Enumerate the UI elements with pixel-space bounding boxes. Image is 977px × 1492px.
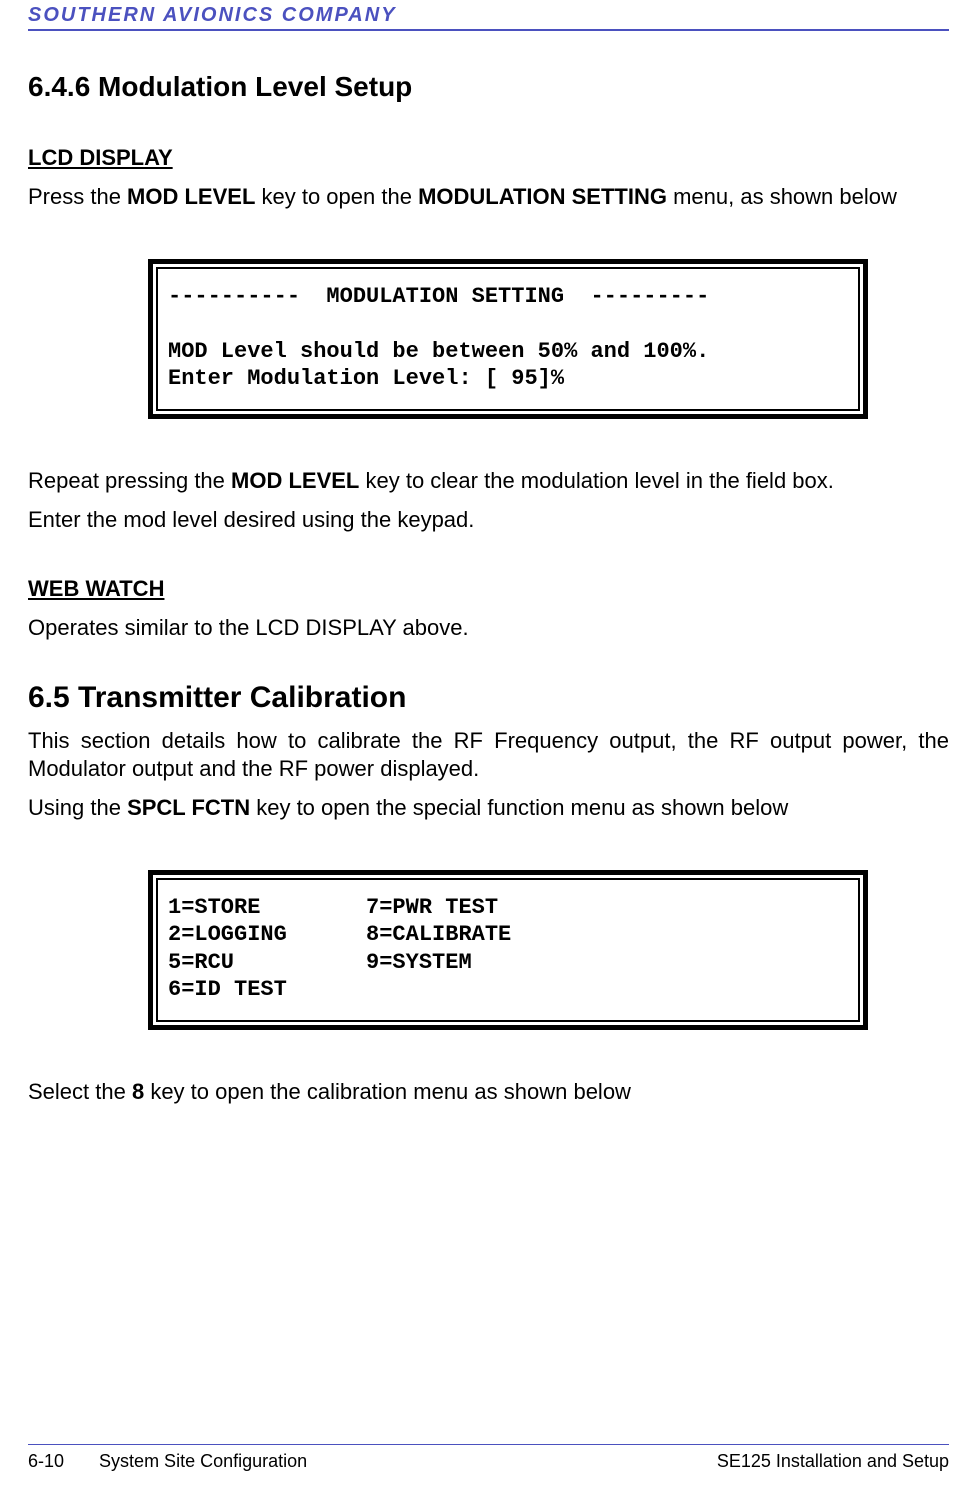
- lcd-display-heading: LCD DISPLAY: [28, 145, 949, 171]
- repeat-key: MOD LEVEL: [231, 468, 359, 493]
- intro-post: menu, as shown below: [667, 184, 897, 209]
- section-65-para1: This section details how to calibrate th…: [28, 727, 949, 782]
- intro-menu: MODULATION SETTING: [418, 184, 667, 209]
- web-watch-heading: WEB WATCH: [28, 576, 949, 602]
- using-pre: Using the: [28, 795, 127, 820]
- using-paragraph: Using the SPCL FCTN key to open the spec…: [28, 794, 949, 822]
- section-65-title: 6.5 Transmitter Calibration: [28, 681, 949, 715]
- footer: 6-10 System Site Configuration SE125 Ins…: [28, 1442, 949, 1472]
- spcl-menu-box: 1=STORE 7=PWR TEST 2=LOGGING 8=CALIBRATE…: [148, 870, 868, 1030]
- intro-paragraph: Press the MOD LEVEL key to open the MODU…: [28, 183, 949, 211]
- select-post: key to open the calibration menu as show…: [144, 1079, 631, 1104]
- using-post: key to open the special function menu as…: [250, 795, 788, 820]
- select-key: 8: [132, 1079, 144, 1104]
- footer-page-number: 6-10: [28, 1451, 64, 1471]
- header-company: SOUTHERN AVIONICS COMPANY: [28, 0, 949, 27]
- intro-key: MOD LEVEL: [127, 184, 255, 209]
- footer-row: 6-10 System Site Configuration SE125 Ins…: [28, 1451, 949, 1472]
- spcl-menu-wrap: 1=STORE 7=PWR TEST 2=LOGGING 8=CALIBRATE…: [148, 870, 868, 1030]
- footer-right: SE125 Installation and Setup: [717, 1451, 949, 1472]
- using-key: SPCL FCTN: [127, 795, 250, 820]
- spcl-menu-content: 1=STORE 7=PWR TEST 2=LOGGING 8=CALIBRATE…: [156, 878, 860, 1022]
- web-watch-text: Operates similar to the LCD DISPLAY abov…: [28, 614, 949, 642]
- page: SOUTHERN AVIONICS COMPANY 6.4.6 Modulati…: [0, 0, 977, 1492]
- footer-rule: [28, 1444, 949, 1445]
- select-pre: Select the: [28, 1079, 132, 1104]
- select-paragraph: Select the 8 key to open the calibration…: [28, 1078, 949, 1106]
- footer-left: 6-10 System Site Configuration: [28, 1451, 307, 1472]
- enter-paragraph: Enter the mod level desired using the ke…: [28, 506, 949, 534]
- intro-mid: key to open the: [255, 184, 418, 209]
- repeat-post: key to clear the modulation level in the…: [359, 468, 834, 493]
- repeat-paragraph: Repeat pressing the MOD LEVEL key to cle…: [28, 467, 949, 495]
- modulation-lcd-wrap: ---------- MODULATION SETTING --------- …: [148, 259, 868, 419]
- modulation-lcd-box: ---------- MODULATION SETTING --------- …: [148, 259, 868, 419]
- header-rule: [28, 29, 949, 31]
- repeat-pre: Repeat pressing the: [28, 468, 231, 493]
- footer-section-title: System Site Configuration: [99, 1451, 307, 1471]
- section-646-title: 6.4.6 Modulation Level Setup: [28, 71, 949, 103]
- intro-pre: Press the: [28, 184, 127, 209]
- modulation-lcd-content: ---------- MODULATION SETTING --------- …: [156, 267, 860, 411]
